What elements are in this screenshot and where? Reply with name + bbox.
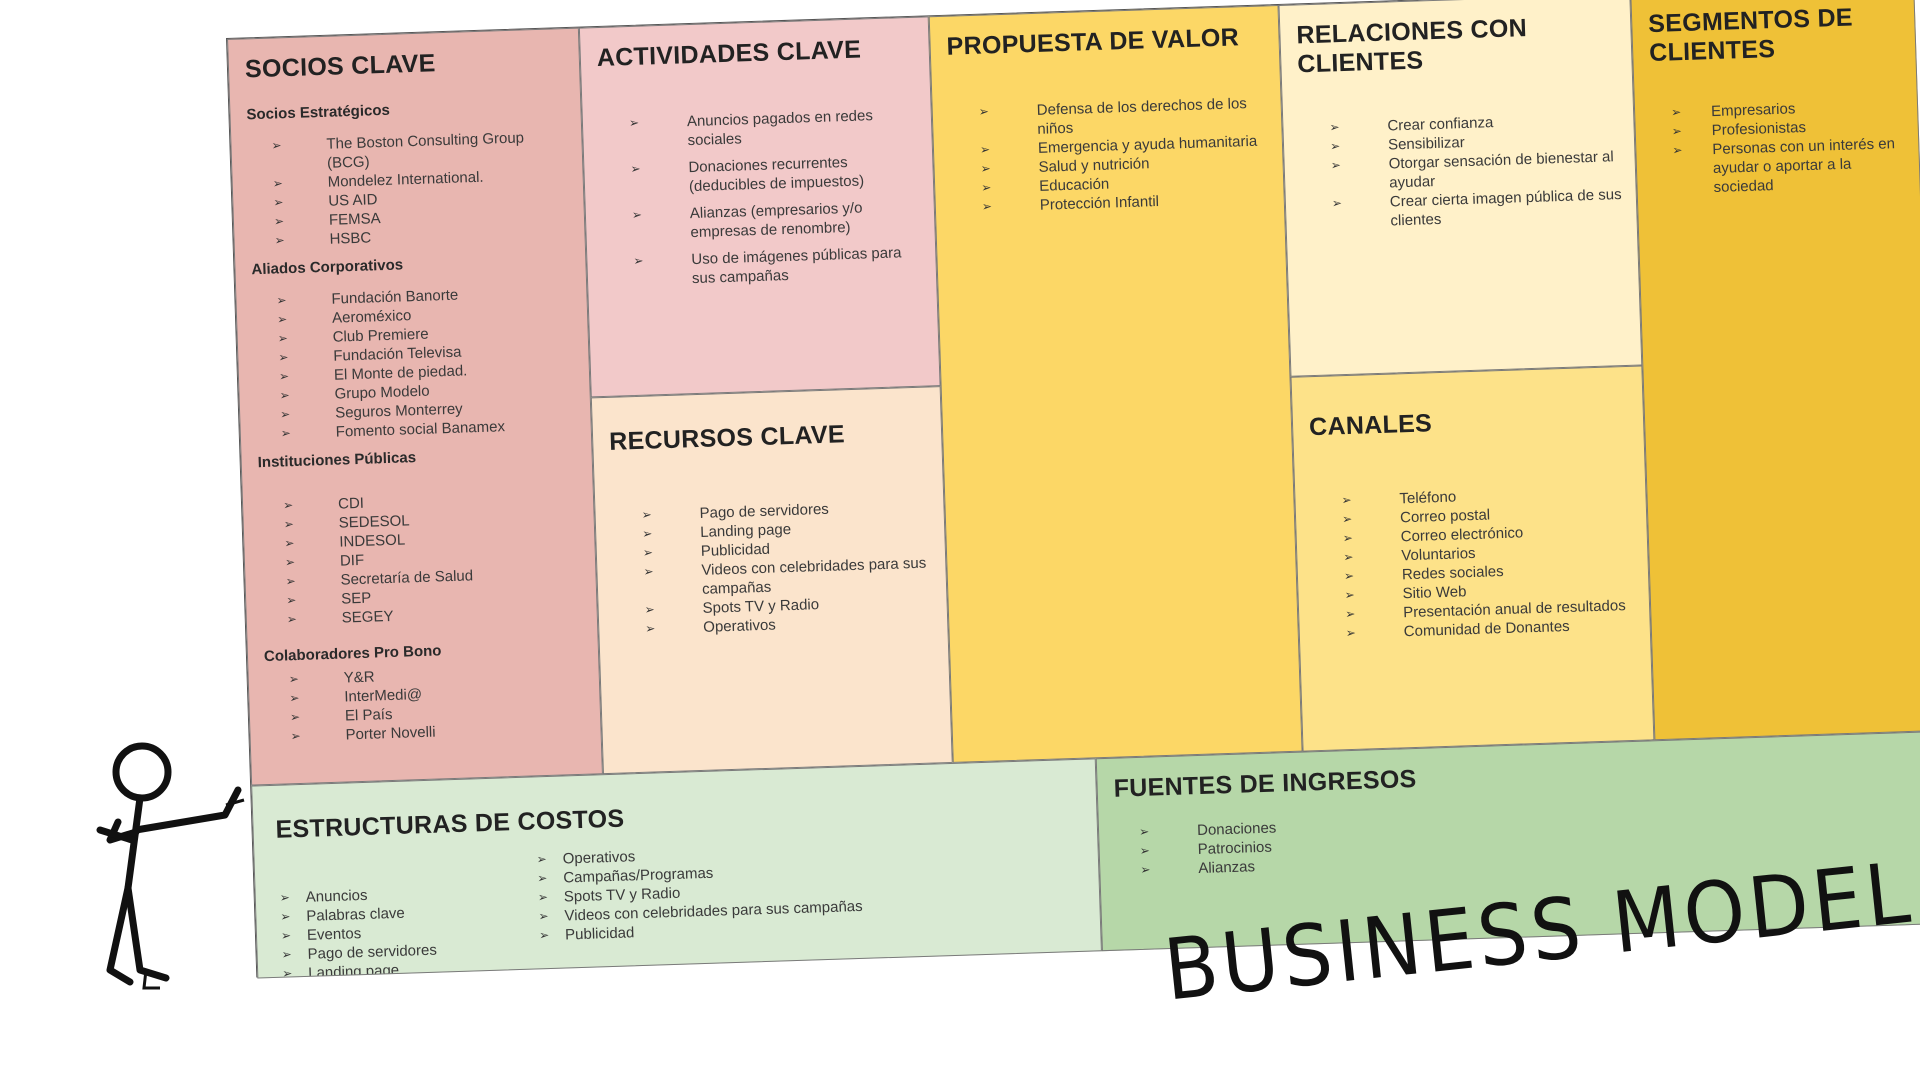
actividades-clave-block: ACTIVIDADES CLAVE Anuncios pagados en re… (578, 16, 941, 398)
socios-group-items: Y&RInterMedi@El PaísPorter Novelli (264, 661, 586, 747)
list-item: Anuncios pagados en redes sociales (629, 104, 918, 151)
socios-group-label: Socios Estratégicos (246, 101, 391, 124)
list-item: Uso de imágenes públicas para sus campañ… (633, 242, 922, 289)
socios-group-label: Aliados Corporativos (251, 256, 404, 279)
segmentos-clientes-block: SEGMENTOS DE CLIENTES EmpresariosProfesi… (1630, 0, 1920, 741)
recursos-clave-heading: RECURSOS CLAVE (608, 420, 846, 456)
recursos-list: Pago de servidoresLanding pagePublicidad… (611, 496, 933, 639)
relaciones-clientes-block: RELACIONES CON CLIENTES Crear confianzaS… (1278, 0, 1643, 377)
socios-clave-heading: SOCIOS CLAVE (244, 49, 437, 84)
relaciones-list: Crear confianzaSensibilizarOtorgar sensa… (1299, 109, 1623, 233)
segmentos-list: EmpresariosProfesionistasPersonas con un… (1651, 95, 1906, 198)
relaciones-clientes-heading: RELACIONES CON CLIENTES (1296, 14, 1528, 79)
costos-columns: AnunciosPalabras claveEventosPago de ser… (271, 832, 1088, 979)
estructuras-costos-block: ESTRUCTURAS DE COSTOS AnunciosPalabras c… (251, 758, 1102, 979)
propuesta-list: Defensa de los derechos de los niñosEmer… (948, 93, 1270, 217)
list-item: Donaciones recurrentes (deducibles de im… (630, 150, 919, 197)
canales-block: CANALES TeléfonoCorreo postalCorreo elec… (1290, 365, 1655, 752)
socios-group-items: The Boston Consulting Group (BCG)Mondele… (247, 119, 571, 251)
socios-group-list: Socios EstratégicosThe Boston Consulting… (246, 96, 587, 747)
actividades-clave-heading: ACTIVIDADES CLAVE (596, 35, 862, 73)
socios-group-items: CDISEDESOLINDESOLDIFSecretaría de SaludS… (259, 479, 583, 630)
costos-list-b: OperativosCampañas/ProgramasSpots TV y R… (528, 840, 864, 976)
socios-clave-block: SOCIOS CLAVE Socios EstratégicosThe Bost… (227, 27, 603, 786)
canvas-grid: SOCIOS CLAVE Socios EstratégicosThe Bost… (226, 0, 1920, 979)
stick-figure-icon (96, 742, 245, 990)
list-item: Personas con un interés en ayudar o apor… (1672, 133, 1906, 197)
propuesta-valor-heading: PROPUESTA DE VALOR (946, 23, 1240, 61)
list-item: Crear cierta imagen pública de sus clien… (1332, 185, 1623, 232)
socios-group-items: Fundación BanorteAeroméxicoClub Premiere… (252, 274, 577, 444)
propuesta-valor-block: PROPUESTA DE VALOR Defensa de los derech… (928, 5, 1303, 763)
costos-list-a: AnunciosPalabras claveEventosPago de ser… (271, 881, 502, 979)
canales-list: TeléfonoCorreo postalCorreo electrónicoV… (1311, 482, 1636, 644)
actividades-list: Anuncios pagados en redes socialesDonaci… (599, 104, 923, 290)
canales-heading: CANALES (1308, 409, 1433, 442)
segmentos-clientes-heading: SEGMENTOS DE CLIENTES (1647, 3, 1854, 67)
fuentes-ingresos-heading: FUENTES DE INGRESOS (1113, 764, 1417, 803)
recursos-clave-block: RECURSOS CLAVE Pago de servidoresLanding… (590, 386, 953, 775)
socios-group-label: Instituciones Públicas (257, 448, 417, 471)
list-item: Alianzas (empresarios y/o empresas de re… (632, 196, 921, 243)
socios-group-label: Colaboradores Pro Bono (263, 642, 442, 665)
